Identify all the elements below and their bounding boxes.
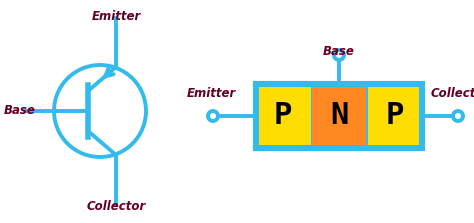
Text: Base: Base (4, 105, 36, 118)
Text: Base: Base (323, 45, 355, 58)
Text: Collector: Collector (86, 200, 146, 213)
Text: Emitter: Emitter (186, 87, 236, 100)
Bar (259, 87, 311, 145)
Text: P: P (274, 101, 292, 130)
Text: Collector: Collector (430, 87, 474, 100)
Bar (368, 87, 419, 145)
Bar (255, 83, 423, 149)
Text: Emitter: Emitter (91, 10, 141, 23)
Bar (312, 87, 366, 145)
Text: P: P (386, 101, 404, 130)
Text: N: N (330, 101, 348, 130)
